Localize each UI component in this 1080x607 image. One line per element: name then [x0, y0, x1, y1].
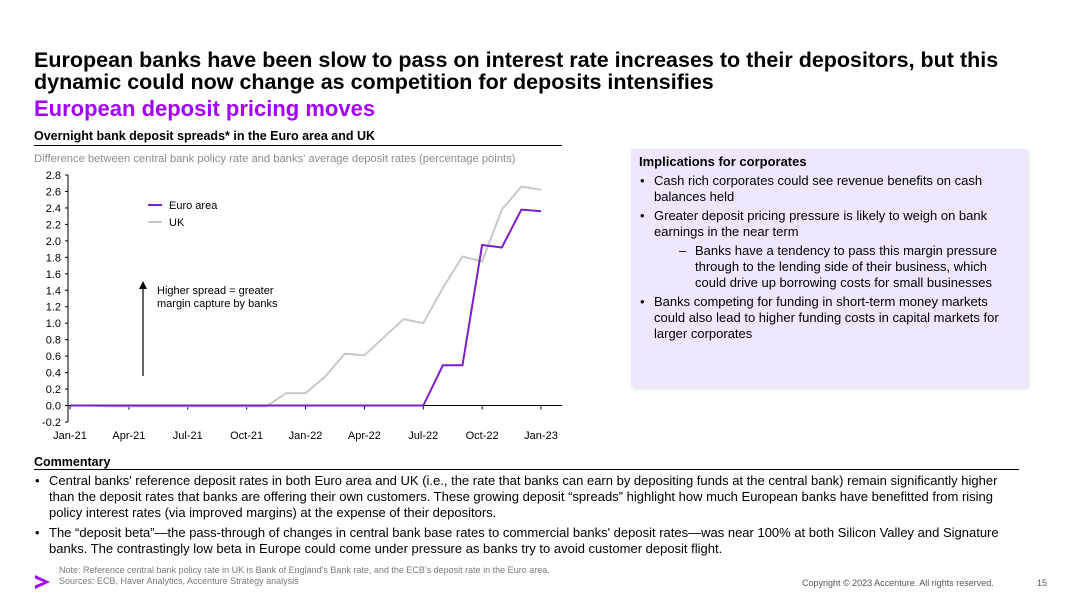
sources: Sources: ECB, Haver Analytics, Accenture… [59, 576, 299, 586]
y-tick-label: 1.4 [46, 285, 61, 297]
x-tick-label: Apr-22 [348, 430, 381, 442]
y-tick-label: 2.2 [46, 219, 61, 231]
commentary-item: Central banks' reference deposit rates i… [34, 473, 1024, 521]
y-tick-label: 1.8 [46, 252, 61, 264]
implication-item: Greater deposit pricing pressure is like… [639, 208, 1017, 240]
accenture-chevron-icon [35, 575, 50, 589]
y-tick-label: 0.4 [46, 368, 61, 380]
x-tick-label: Jul-21 [173, 430, 203, 442]
y-tick-label: 1.6 [46, 269, 61, 281]
x-tick-label: Jan-21 [53, 430, 87, 442]
deposit-spread-chart: 2.8 2.6 2.4 2.2 2.0 1.8 1.6 1.4 1.2 1.0 0.8 0.6 0.4 0… [42, 170, 562, 442]
commentary-rule [34, 469, 1019, 470]
copyright: Copyright © 2023 Accenture. All rights r… [802, 578, 994, 588]
commentary-item: The “deposit beta”—the pass-through of c… [34, 525, 1024, 557]
chart-subtitle: Difference between central bank policy r… [34, 153, 516, 165]
x-tick-label: Jan-23 [524, 430, 558, 442]
y-tick-label: 2.6 [46, 186, 61, 198]
commentary-title: Commentary [34, 455, 111, 469]
y-tick-label: 0.2 [46, 384, 61, 396]
footnote: Note: Reference central bank policy rate… [59, 565, 550, 575]
y-tick-label: 0.6 [46, 351, 61, 363]
series-line-uk [70, 185, 542, 408]
implications-title: Implications for corporates [639, 154, 807, 169]
x-tick-label: Jan-22 [289, 430, 323, 442]
legend-label: UK [169, 217, 185, 229]
annotation-arrow-head [139, 281, 147, 289]
series-line-euro-area [70, 208, 542, 407]
x-tick-label: Apr-21 [112, 430, 145, 442]
page-subtitle: European deposit pricing moves [34, 96, 376, 121]
legend-label: Euro area [169, 200, 218, 212]
chart-title: Overnight bank deposit spreads* in the E… [34, 129, 376, 143]
implication-item: Banks competing for funding in short-ter… [639, 294, 1017, 342]
x-tick-label: Oct-21 [230, 430, 263, 442]
x-tick-label: Jul-22 [408, 430, 438, 442]
y-tick-label: 2.8 [46, 170, 61, 182]
implications-box: Implications for corporates Cash rich co… [631, 149, 1027, 387]
chart-title-rule [34, 145, 562, 146]
y-tick-label: 0.8 [46, 335, 61, 347]
commentary-list: Central banks' reference deposit rates i… [34, 473, 1024, 561]
y-tick-label: 1.2 [46, 302, 61, 314]
page-number: 15 [1037, 578, 1048, 588]
implication-subitem: Banks have a tendency to pass this margi… [639, 243, 1017, 291]
y-tick-label: 0.0 [46, 401, 61, 413]
annotation-text: margin capture by banks [157, 298, 278, 310]
page-title: European banks have been slow to pass on… [34, 48, 999, 94]
y-tick-label: 1.0 [46, 318, 61, 330]
y-tick-label: 2.4 [46, 203, 61, 215]
y-tick-label: 2.0 [46, 236, 61, 248]
annotation-text: Higher spread = greater [157, 285, 274, 297]
implications-list: Cash rich corporates could see revenue b… [639, 173, 1017, 342]
y-tick-label: -0.2 [42, 417, 61, 429]
x-tick-label: Oct-22 [466, 430, 499, 442]
implication-item: Cash rich corporates could see revenue b… [639, 173, 1017, 205]
